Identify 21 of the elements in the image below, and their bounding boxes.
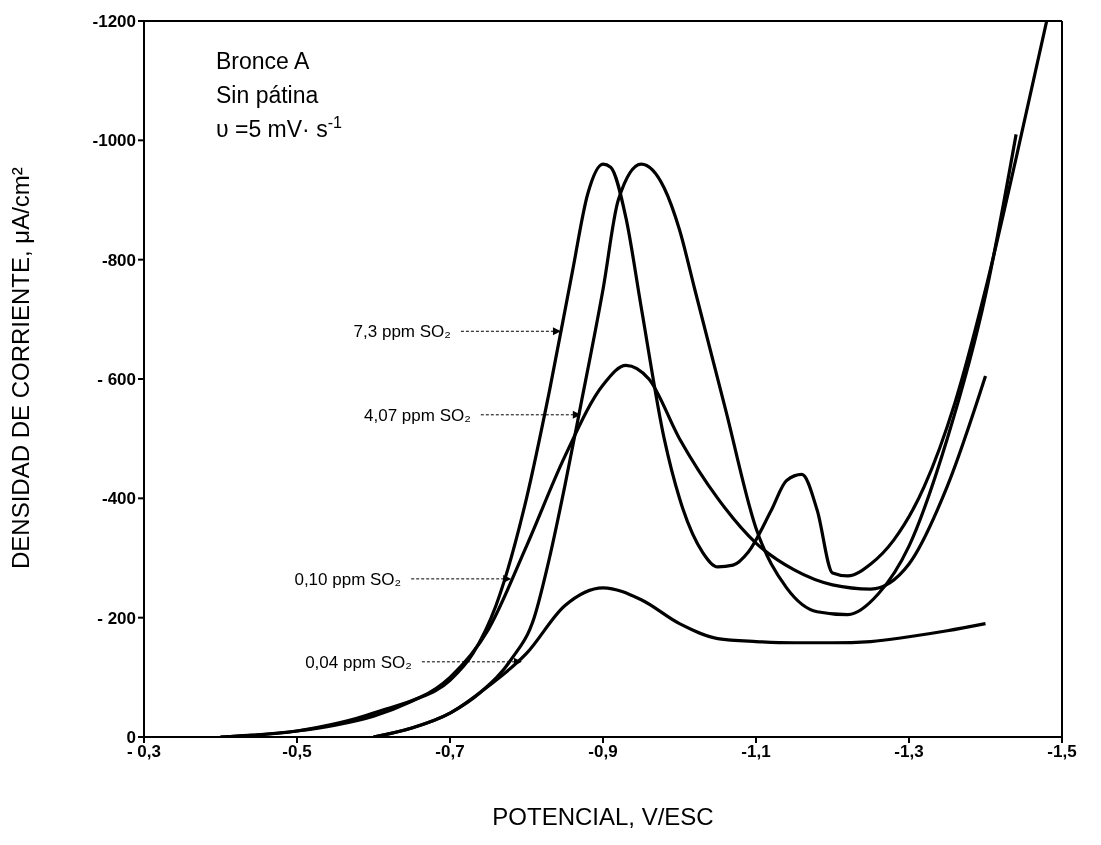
annotation: 4,07 ppm SO₂ xyxy=(364,405,471,425)
x-tick-label: -1,5 xyxy=(1047,742,1077,762)
x-axis-title: POTENCIAL, V/ESC xyxy=(492,803,714,830)
y-axis-title: DENSIDAD DE CORRIENTE, μA/cm² xyxy=(6,167,34,569)
y-tick-label: - 200 xyxy=(97,608,136,628)
x-tick-label: -0,5 xyxy=(282,742,312,762)
annotation: υ =5 mV· s$^{-1}$ xyxy=(216,113,342,142)
y-tick-label: -1200 xyxy=(92,12,136,32)
y-tick-label: - 600 xyxy=(97,370,136,390)
annotation: 0,10 ppm SO₂ xyxy=(294,569,402,589)
x-tick-label: -1,3 xyxy=(894,742,924,762)
x-tick-label: -1,1 xyxy=(741,742,771,762)
annotation: 0,04 ppm SO₂ xyxy=(305,652,412,672)
annotation: Bronce A xyxy=(216,48,310,74)
y-tick-label: -1000 xyxy=(92,131,136,151)
y-tick-label: -800 xyxy=(101,250,136,270)
annotation: Sin pátina xyxy=(216,82,319,108)
annotation: 7,3 ppm SO₂ xyxy=(353,322,451,342)
x-tick-label: -0,9 xyxy=(588,742,618,762)
y-tick-label: -400 xyxy=(101,489,136,509)
x-tick-label: -0,7 xyxy=(435,742,465,762)
